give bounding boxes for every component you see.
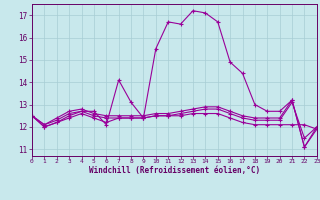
X-axis label: Windchill (Refroidissement éolien,°C): Windchill (Refroidissement éolien,°C) <box>89 166 260 175</box>
